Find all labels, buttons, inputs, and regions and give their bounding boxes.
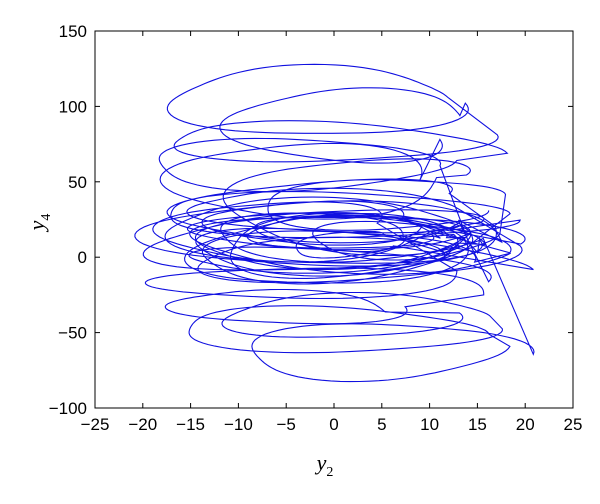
y-axis-title: y4 — [24, 214, 54, 233]
x-tick-label: 5 — [377, 415, 386, 434]
x-tick-label: 20 — [516, 415, 535, 434]
x-tick-label: 25 — [564, 415, 583, 434]
x-tick-label: −5 — [277, 415, 296, 434]
x-axis-title: y2 — [315, 450, 334, 480]
trajectory-layer — [134, 63, 535, 383]
x-tick-label: −25 — [81, 415, 110, 434]
x-tick-label: 15 — [468, 415, 487, 434]
y-tick-label: 0 — [78, 248, 87, 267]
x-tick-label: 0 — [329, 415, 338, 434]
y-tick-label: 50 — [68, 173, 87, 192]
x-tick-label: −10 — [224, 415, 253, 434]
svg-text:y4: y4 — [24, 214, 54, 233]
y-tick-label: −50 — [58, 324, 87, 343]
y-tick-label: −100 — [49, 399, 87, 418]
y-tick-label: 100 — [59, 97, 87, 116]
x-tick-label: −20 — [128, 415, 157, 434]
x-tick-label: 10 — [420, 415, 439, 434]
y-tick-label: 150 — [59, 22, 87, 41]
x-tick-label: −15 — [176, 415, 205, 434]
trajectory-line — [134, 63, 535, 383]
